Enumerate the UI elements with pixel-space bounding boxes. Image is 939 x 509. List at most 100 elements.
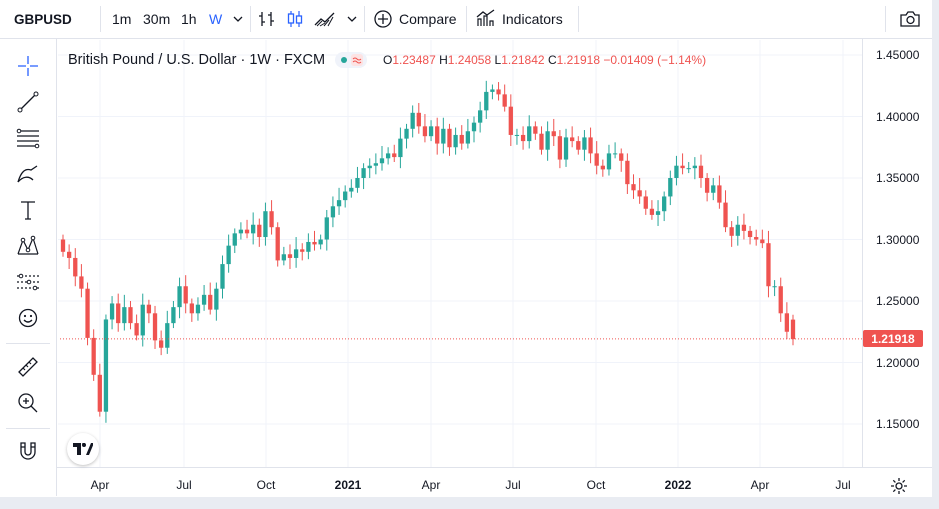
low-value: 1.21842 — [501, 53, 545, 67]
candle-body — [214, 288, 219, 310]
compare-button[interactable]: Compare — [373, 0, 457, 38]
market-status-badge[interactable] — [335, 52, 368, 68]
candle-body — [238, 229, 244, 234]
candle-body — [729, 227, 734, 236]
candle-body — [195, 304, 201, 314]
price-tick-label: 1.30000 — [876, 232, 920, 247]
candle-body — [349, 187, 354, 192]
candle-body — [600, 165, 605, 170]
candle-body — [91, 337, 96, 375]
high-value: 1.24058 — [447, 53, 492, 67]
candle-body — [570, 137, 575, 142]
timeframe-30m[interactable]: 30m — [143, 11, 171, 27]
symbol-search[interactable]: GBPUSD — [14, 11, 72, 27]
time-tick-label: 2021 — [334, 478, 362, 492]
candle-body — [435, 126, 440, 144]
candle-body — [416, 112, 421, 127]
candle-body — [790, 319, 796, 340]
brush-icon — [17, 165, 38, 183]
zoom-tool[interactable] — [14, 389, 42, 417]
candle-body — [508, 106, 513, 135]
candle-body — [171, 307, 176, 324]
timeframe-1m[interactable]: 1m — [112, 11, 132, 27]
candle-body — [668, 178, 673, 197]
candle-body — [208, 294, 213, 310]
candle-body — [330, 206, 336, 218]
candle-body — [128, 307, 133, 324]
candle-body — [140, 304, 145, 336]
timeframe-dropdown[interactable] — [232, 0, 244, 38]
candle-body — [226, 245, 231, 265]
candle-body — [619, 153, 624, 161]
candle-body — [306, 241, 311, 252]
drawing-toolbar — [0, 39, 57, 496]
candle-body — [300, 249, 305, 252]
pattern-tool[interactable] — [14, 232, 42, 260]
forecast-icon — [17, 273, 39, 291]
tradingview-logo-icon — [73, 443, 93, 455]
candle-body — [576, 141, 581, 150]
chart-settings-button[interactable] — [889, 476, 909, 496]
candle-body — [189, 303, 194, 314]
time-tick-label: Apr — [421, 478, 441, 492]
bar-type-button[interactable] — [258, 0, 276, 38]
current-price-label: 1.21918 — [863, 330, 923, 347]
candle-body — [704, 178, 710, 193]
candle-body — [711, 185, 716, 193]
ruler-tool[interactable] — [14, 353, 42, 381]
change-value: −0.01409 (−1.14%) — [603, 53, 707, 67]
candle-body — [79, 276, 84, 289]
tradingview-logo[interactable] — [67, 433, 99, 465]
timeframe-1h[interactable]: 1h — [181, 11, 197, 27]
candle-body — [453, 134, 458, 148]
candle-body — [367, 165, 372, 169]
candle-body — [287, 254, 293, 258]
indicators-button[interactable]: Indicators — [476, 0, 563, 38]
emoji-tool[interactable] — [14, 304, 42, 332]
fib-tool[interactable] — [14, 124, 42, 152]
candle-body — [343, 191, 348, 201]
camera-icon — [900, 11, 920, 27]
candle-body — [655, 211, 661, 215]
candle-body — [379, 158, 385, 164]
timeframe-w[interactable]: W — [209, 11, 223, 27]
forecast-tool[interactable] — [14, 268, 42, 296]
candle-body — [484, 91, 489, 111]
trend-line-tool[interactable] — [14, 88, 42, 116]
candle-body — [674, 165, 679, 178]
toolbar-divider — [885, 6, 886, 32]
area-chart-button[interactable] — [314, 0, 336, 38]
candle-body — [428, 126, 434, 137]
candle-body — [594, 153, 599, 166]
gear-icon — [891, 478, 907, 494]
brush-tool[interactable] — [14, 160, 42, 188]
crosshair-tool[interactable] — [14, 52, 42, 80]
high-key: H — [439, 53, 448, 67]
ruler-icon — [18, 357, 38, 377]
candle-body — [312, 241, 317, 245]
candle-body — [723, 202, 728, 228]
chart-type-dropdown[interactable] — [346, 0, 358, 38]
candles-icon — [287, 11, 303, 27]
candles-button[interactable] — [286, 0, 304, 38]
toolbar-divider — [100, 6, 101, 32]
text-tool[interactable] — [14, 196, 42, 224]
pattern-icon — [17, 235, 39, 255]
candle-body — [293, 249, 299, 258]
candle-body — [60, 239, 66, 252]
magnet-tool[interactable] — [14, 437, 42, 465]
candle-body — [717, 185, 722, 203]
candle-body — [582, 137, 587, 150]
candle-body — [557, 136, 563, 160]
candle-body — [747, 230, 753, 238]
candle-body — [183, 286, 188, 304]
toolbar-divider — [6, 343, 50, 344]
symbol-title[interactable]: British Pound / U.S. Dollar · 1W · FXCM — [68, 52, 326, 68]
snapshot-button[interactable] — [899, 0, 921, 38]
candle-body — [220, 264, 225, 289]
candle-body — [355, 178, 360, 188]
candle-body — [159, 340, 164, 348]
low-key: L — [494, 53, 502, 67]
candle-body — [152, 313, 158, 341]
